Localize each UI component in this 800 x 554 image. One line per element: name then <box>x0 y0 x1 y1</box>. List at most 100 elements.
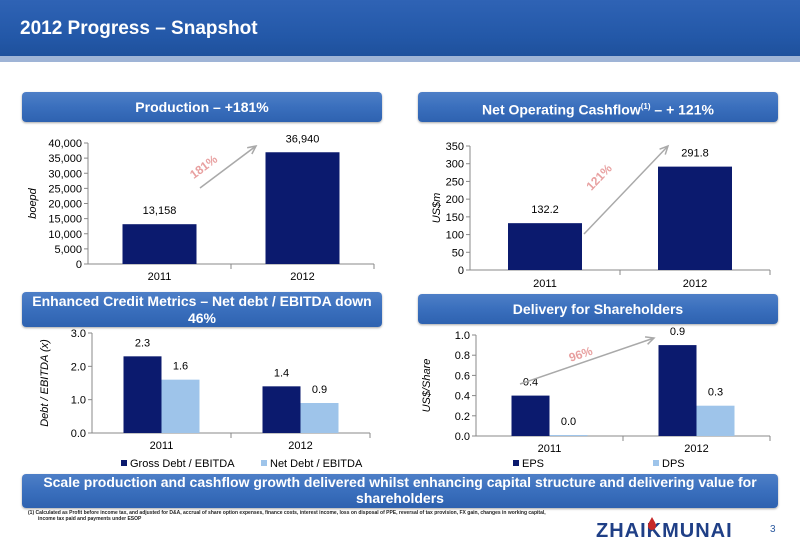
cashflow-panel-title: Net Operating Cashflow(1) – + 121% <box>418 92 778 122</box>
credit-x-tick-label: 2012 <box>288 440 312 452</box>
credit-legend-swatch <box>121 460 127 466</box>
cashflow-y-tick-label: 350 <box>446 141 464 153</box>
delivery-legend-label: DPS <box>662 458 685 470</box>
credit-bar <box>262 386 301 433</box>
cashflow-y-tick-label: 150 <box>446 212 464 224</box>
cashflow-growth-label: 121% <box>583 161 615 193</box>
delivery-y-tick-label: 0.0 <box>455 431 470 443</box>
credit-data-label: 0.9 <box>312 384 327 396</box>
delivery-y-label: US$/Share <box>421 359 433 413</box>
cashflow-y-tick-label: 0 <box>458 265 464 277</box>
credit-y-tick-label: 3.0 <box>71 328 86 340</box>
delivery-y-tick-label: 1.0 <box>455 330 470 342</box>
cashflow-data-label: 291.8 <box>681 148 709 160</box>
page-number: 3 <box>770 524 776 535</box>
production-data-label: 13,158 <box>143 205 177 217</box>
delivery-legend-swatch <box>653 460 659 466</box>
production-growth-arrow-line <box>199 145 257 189</box>
cashflow-title-sup: (1) <box>640 102 651 111</box>
production-y-tick-label: 20,000 <box>48 199 82 211</box>
cashflow-y-label: US$m <box>431 193 443 224</box>
production-y-tick-label: 40,000 <box>48 138 82 150</box>
cashflow-y-tick-label: 50 <box>452 247 464 259</box>
production-panel-title: Production – +181% <box>22 92 382 122</box>
slide-title: 2012 Progress – Snapshot <box>20 18 258 39</box>
delivery-y-tick-label: 0.8 <box>455 350 470 362</box>
cashflow-y-tick-label: 250 <box>446 176 464 188</box>
logo-text: ZHAIKMUNAI <box>596 520 733 542</box>
production-y-tick-label: 35,000 <box>48 153 82 165</box>
footnote-line-1: (1) Calculated as Profit before income t… <box>28 510 546 516</box>
credit-data-label: 1.6 <box>173 361 188 373</box>
cashflow-title-main: Net Operating Cashflow <box>482 101 641 118</box>
cashflow-title-tail: – + 121% <box>650 101 714 118</box>
delivery-legend-swatch <box>513 460 519 466</box>
cashflow-bar <box>508 223 582 270</box>
credit-bar <box>300 403 339 433</box>
production-y-tick-label: 25,000 <box>48 183 82 195</box>
credit-title-line2: 46% <box>187 310 217 326</box>
production-y-label: boepd <box>27 187 39 218</box>
production-y-tick-label: 15,000 <box>48 214 82 226</box>
delivery-data-label: 0.3 <box>708 387 723 399</box>
production-y-tick-label: 5,000 <box>54 244 82 256</box>
delivery-title-text: Delivery for Shareholders <box>512 301 684 317</box>
production-x-tick-label: 2011 <box>148 271 172 283</box>
delivery-x-tick-label: 2011 <box>538 443 562 455</box>
production-bar <box>122 224 197 264</box>
cashflow-x-tick-label: 2011 <box>533 278 557 290</box>
summary-banner: Scale production and cashflow growth del… <box>22 474 778 508</box>
slide-header: 2012 Progress – Snapshot <box>0 0 800 62</box>
production-data-label: 36,940 <box>286 133 320 145</box>
credit-y-tick-label: 1.0 <box>71 395 86 407</box>
delivery-y-tick-label: 0.4 <box>455 391 470 403</box>
delivery-bar <box>658 345 697 436</box>
header-underline <box>0 56 800 62</box>
production-y-tick-label: 10,000 <box>48 229 82 241</box>
delivery-data-label: 0.0 <box>561 416 576 428</box>
cashflow-data-label: 132.2 <box>531 204 559 216</box>
delivery-growth-arrow-line <box>519 337 655 385</box>
credit-y-label: Debt / EBITDA (x) <box>39 339 51 427</box>
production-bar <box>265 152 340 264</box>
cashflow-y-tick-label: 200 <box>446 194 464 206</box>
cashflow-growth-arrow-head <box>659 144 670 155</box>
credit-legend-label: Gross Debt / EBITDA <box>130 458 235 470</box>
footnote-line-2: income tax paid and payments under ESOP <box>38 516 142 522</box>
cashflow-x-tick-label: 2012 <box>683 278 707 290</box>
credit-legend-label: Net Debt / EBITDA <box>270 458 363 470</box>
credit-x-tick-label: 2011 <box>150 440 174 452</box>
delivery-growth-arrow-head <box>644 336 656 345</box>
cashflow-bar <box>658 166 732 270</box>
production-y-tick-label: 30,000 <box>48 168 82 180</box>
delivery-bar <box>511 395 550 436</box>
credit-legend-swatch <box>261 460 267 466</box>
footnote: (1) Calculated as Profit before income t… <box>28 510 588 522</box>
production-x-tick-label: 2012 <box>290 271 314 283</box>
credit-bar <box>161 379 200 433</box>
credit-panel-title: Enhanced Credit Metrics – Net debt / EBI… <box>22 292 382 327</box>
delivery-data-label: 0.9 <box>670 326 685 338</box>
delivery-bar <box>549 435 588 436</box>
logo-drop-icon <box>648 517 656 530</box>
credit-bar <box>123 356 162 433</box>
delivery-y-tick-label: 0.6 <box>455 370 470 382</box>
delivery-bar <box>696 405 735 436</box>
cashflow-title-text: Net Operating Cashflow(1) – + 121% <box>418 92 778 125</box>
cashflow-y-tick-label: 300 <box>446 159 464 171</box>
credit-data-label: 2.3 <box>135 337 150 349</box>
production-y-tick-label: 0 <box>76 259 82 271</box>
delivery-legend-label: EPS <box>522 458 544 470</box>
delivery-y-tick-label: 0.2 <box>455 411 470 423</box>
delivery-panel-title: Delivery for Shareholders <box>418 294 778 324</box>
production-title-text: Production – +181% <box>135 99 269 115</box>
cashflow-growth-arrow-line <box>583 145 669 235</box>
credit-data-label: 1.4 <box>274 367 289 379</box>
production-growth-arrow-head <box>247 144 258 155</box>
cashflow-y-tick-label: 100 <box>446 230 464 242</box>
credit-title-line1: Enhanced Credit Metrics – Net debt / EBI… <box>32 293 372 309</box>
credit-y-tick-label: 0.0 <box>71 428 86 440</box>
delivery-growth-label: 96% <box>567 344 595 365</box>
credit-y-tick-label: 2.0 <box>71 361 86 373</box>
